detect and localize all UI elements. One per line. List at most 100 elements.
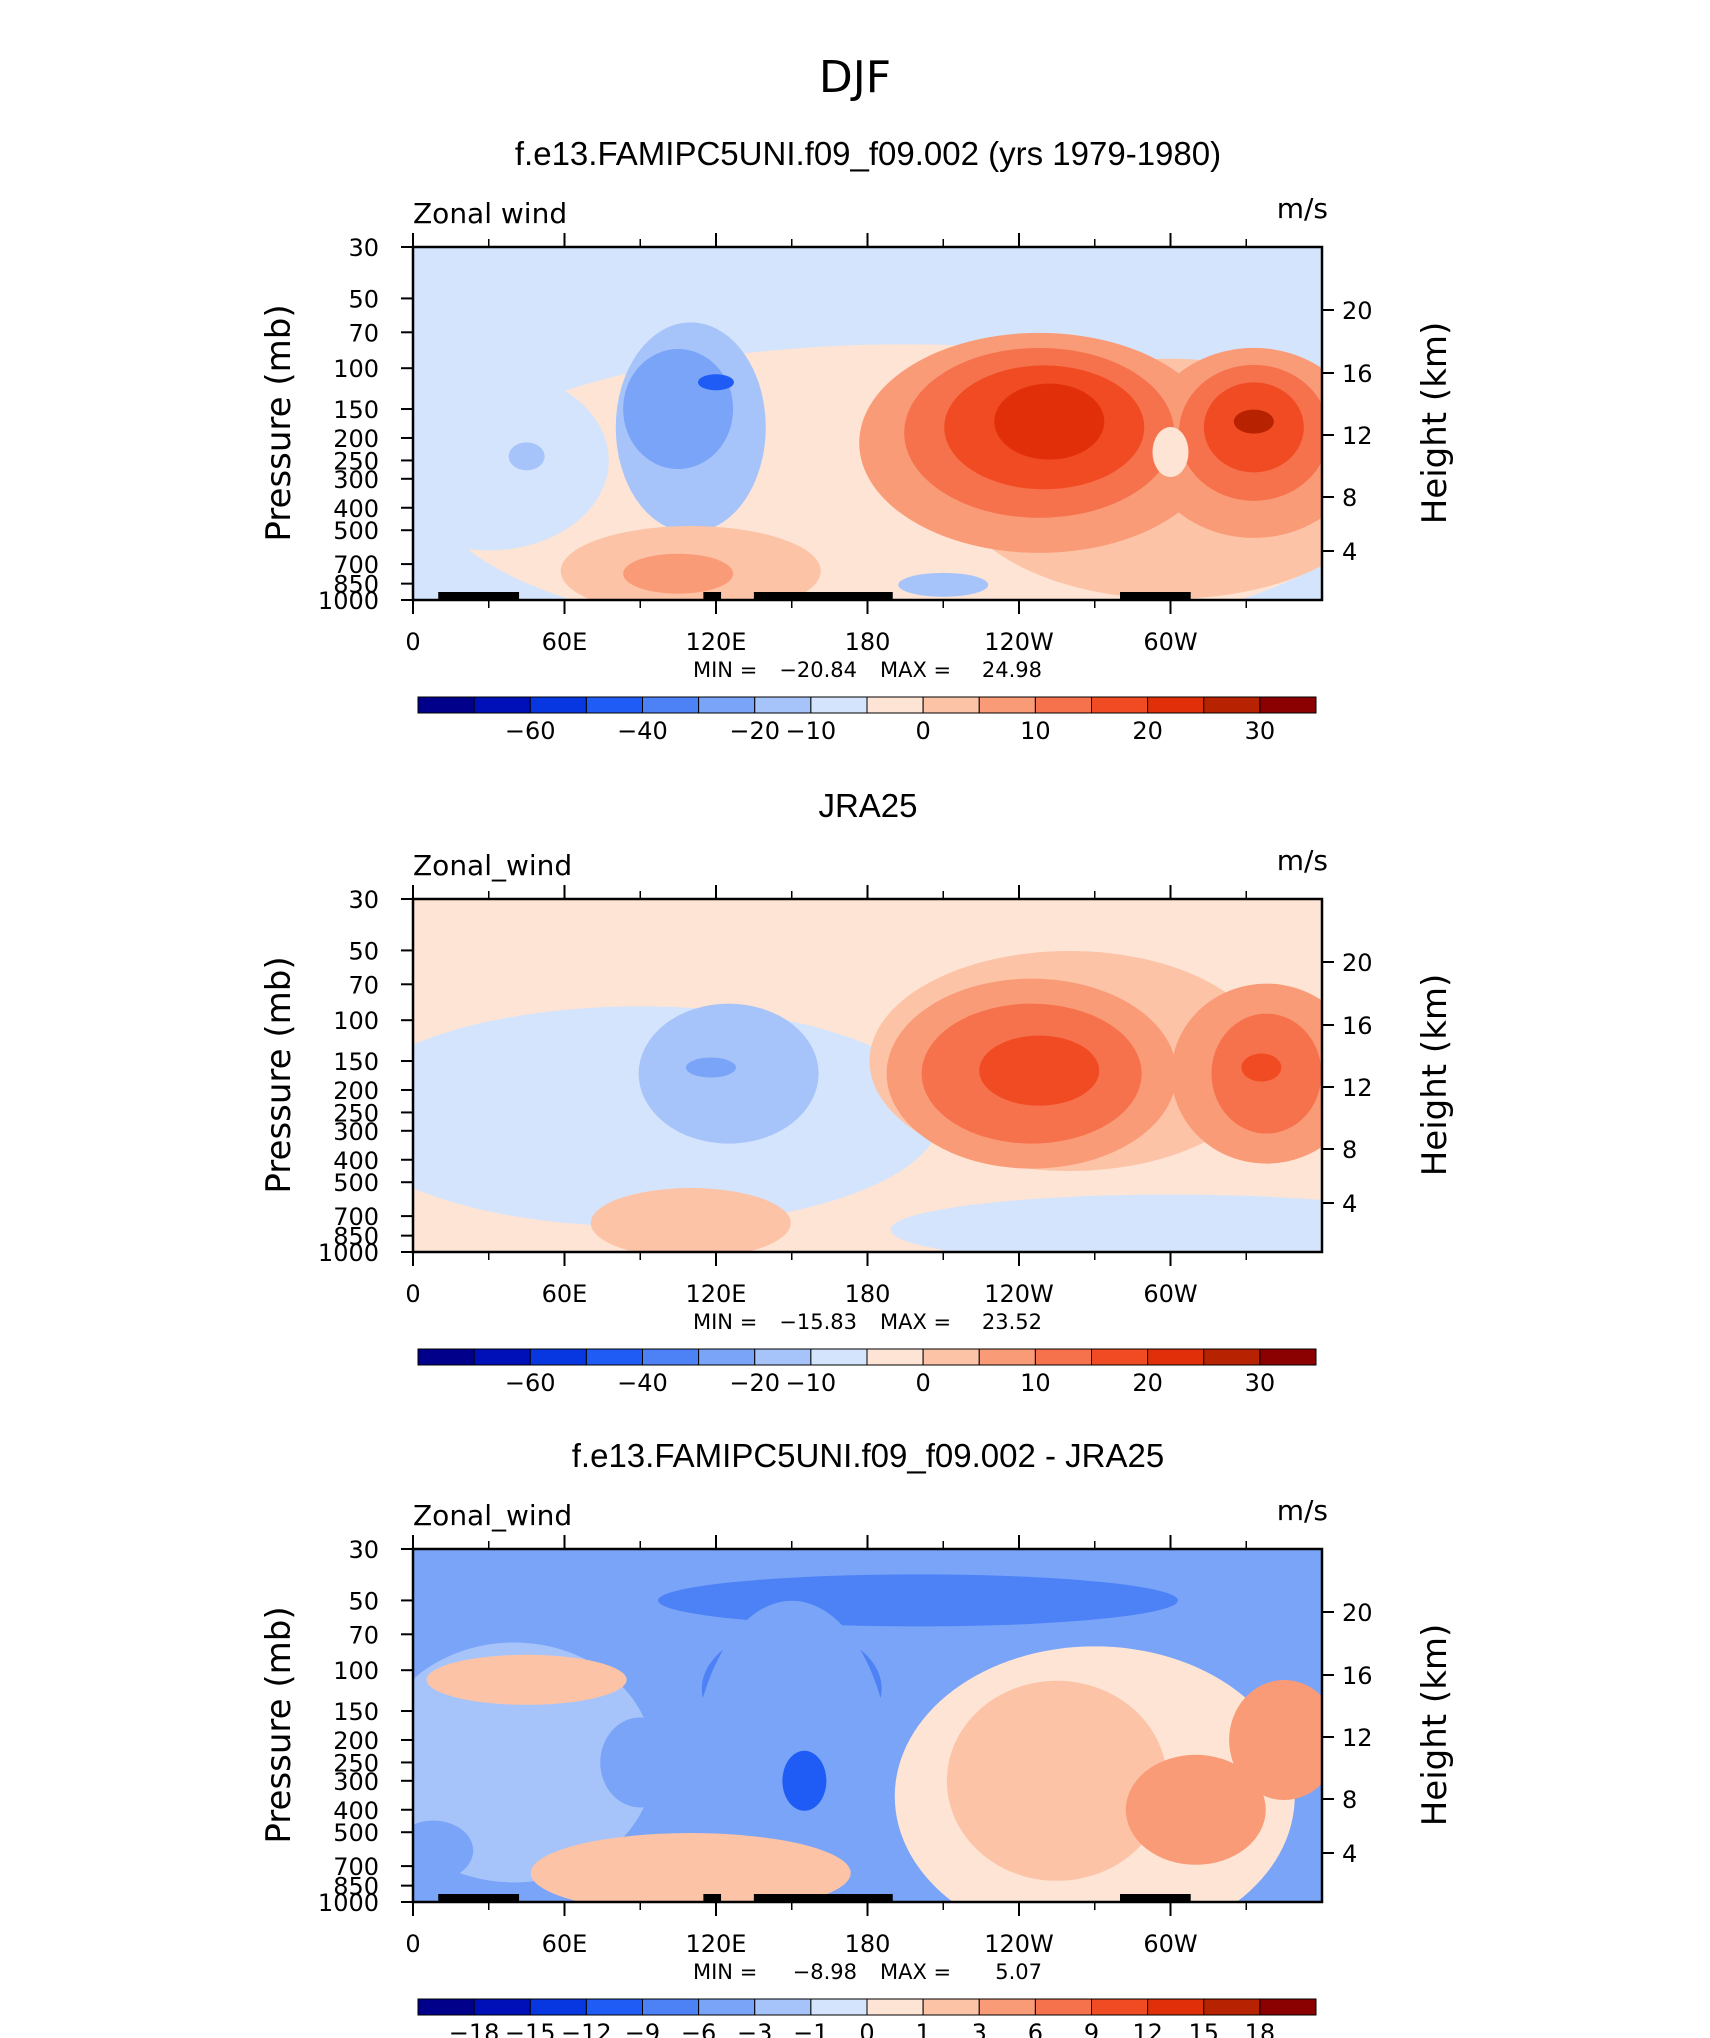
contour-field [413, 899, 1322, 1252]
colorbar-label: −18 [449, 2019, 500, 2038]
y-right-tick-label: 12 [1342, 422, 1373, 450]
y-right-tick-label: 12 [1342, 1074, 1373, 1102]
panel-title: f.e13.FAMIPC5UNI.f09_f09.002 (yrs 1979-1… [515, 135, 1221, 172]
colorbar-label: 15 [1188, 2019, 1219, 2038]
y-right-tick-label: 20 [1342, 297, 1373, 325]
colorbar-label: 20 [1132, 717, 1163, 745]
colorbar-label: −60 [505, 717, 556, 745]
colorbar-swatch [922, 1998, 980, 2016]
contour-band [413, 1820, 474, 1881]
orography [753, 592, 893, 600]
colorbar-swatch [417, 1348, 475, 1366]
contour-band [994, 383, 1105, 460]
contour-band [508, 442, 545, 471]
colorbar-swatch [698, 1998, 756, 2016]
y-tick-label: 30 [348, 886, 379, 914]
colorbar-swatch [866, 1998, 924, 2016]
colorbar-label: 10 [1020, 1369, 1051, 1397]
colorbar-swatch [922, 1348, 980, 1366]
x-tick-label: 60E [542, 1280, 588, 1308]
colorbar-label: −9 [625, 2019, 660, 2038]
orography [483, 1894, 497, 1902]
x-tick-label: 60W [1143, 628, 1197, 656]
y-tick-label: 300 [333, 466, 379, 494]
y-axis-title: Pressure (mb) [259, 304, 299, 541]
colorbar-label: −3 [737, 2019, 772, 2038]
y-right-tick-label: 20 [1342, 1599, 1373, 1627]
orography [753, 1894, 893, 1902]
contour-band [426, 1654, 627, 1705]
colorbar-label: −6 [681, 2019, 716, 2038]
y-tick-label: 250 [333, 1099, 379, 1127]
y-right-tick-label: 16 [1342, 1662, 1373, 1690]
y-tick-label: 1000 [318, 587, 379, 615]
y-tick-label: 1000 [318, 1239, 379, 1267]
contour-band [623, 553, 734, 594]
colorbar-swatch [642, 1998, 700, 2016]
variable-label: Zonal_wind [413, 1499, 572, 1532]
contour-field [413, 1549, 1322, 1902]
max-label: MAX = [880, 1960, 951, 1984]
colorbar-swatch [810, 1348, 868, 1366]
contour-band [698, 374, 734, 391]
colorbar-swatch [1203, 1348, 1261, 1366]
colorbar-swatch [585, 1998, 643, 2016]
colorbar-label: −12 [561, 2019, 612, 2038]
x-tick-label: 120E [686, 628, 747, 656]
colorbar-swatch [866, 1348, 924, 1366]
x-tick-label: 60E [542, 628, 588, 656]
colorbar-label: −40 [617, 717, 668, 745]
y-tick-label: 850 [333, 1223, 379, 1251]
orography [703, 592, 722, 600]
y-tick-label: 400 [333, 1147, 379, 1175]
x-tick-label: 180 [845, 1280, 891, 1308]
y-right-tick-label: 12 [1342, 1724, 1373, 1752]
units-label: m/s [1277, 192, 1328, 225]
colorbar-swatch [810, 1998, 868, 2016]
colorbar-swatch [1147, 1348, 1205, 1366]
y-right-tick-label: 4 [1342, 538, 1357, 566]
colorbar-swatch [642, 696, 700, 714]
contour-band [1241, 1053, 1282, 1082]
x-tick-label: 120W [984, 628, 1054, 656]
colorbar-swatch [866, 696, 924, 714]
colorbar-swatch [1203, 1998, 1261, 2016]
x-tick-label: 60W [1143, 1930, 1197, 1958]
colorbar-swatch [922, 696, 980, 714]
colorbar-label: 18 [1245, 2019, 1276, 2038]
min-value: −20.84 [779, 658, 857, 682]
colorbar-swatch [1259, 1348, 1317, 1366]
orography [1120, 592, 1191, 600]
figure-title: DJF [819, 52, 891, 103]
y-axis-title: Pressure (mb) [259, 956, 299, 1193]
y-tick-label: 850 [333, 571, 379, 599]
orography [1120, 1894, 1191, 1902]
y-tick-label: 70 [348, 1621, 379, 1649]
min-label: MIN = [693, 1960, 757, 1984]
colorbar-swatch [1259, 1998, 1317, 2016]
colorbar-swatch [1203, 696, 1261, 714]
colorbar-label: −60 [505, 1369, 556, 1397]
min-label: MIN = [693, 1310, 757, 1334]
units-label: m/s [1277, 844, 1328, 877]
colorbar-swatch [754, 696, 812, 714]
colorbar-swatch [473, 696, 531, 714]
contour-band [530, 1833, 851, 1902]
y-tick-label: 70 [348, 319, 379, 347]
colorbar-label: −10 [786, 1369, 837, 1397]
colorbar-label: 9 [1084, 2019, 1099, 2038]
colorbar-label: 0 [859, 2019, 874, 2038]
y-tick-label: 100 [333, 1657, 379, 1685]
contour-band [658, 1574, 1178, 1627]
x-tick-label: 120W [984, 1930, 1054, 1958]
colorbar-label: −20 [729, 1369, 780, 1397]
y-tick-label: 200 [333, 1727, 379, 1755]
y-tick-label: 150 [333, 1698, 379, 1726]
units-label: m/s [1277, 1494, 1328, 1527]
colorbar-label: 0 [915, 1369, 930, 1397]
colorbar-swatch [978, 1348, 1036, 1366]
x-tick-label: 120W [984, 1280, 1054, 1308]
y-tick-label: 150 [333, 396, 379, 424]
max-value: 23.52 [982, 1310, 1042, 1334]
